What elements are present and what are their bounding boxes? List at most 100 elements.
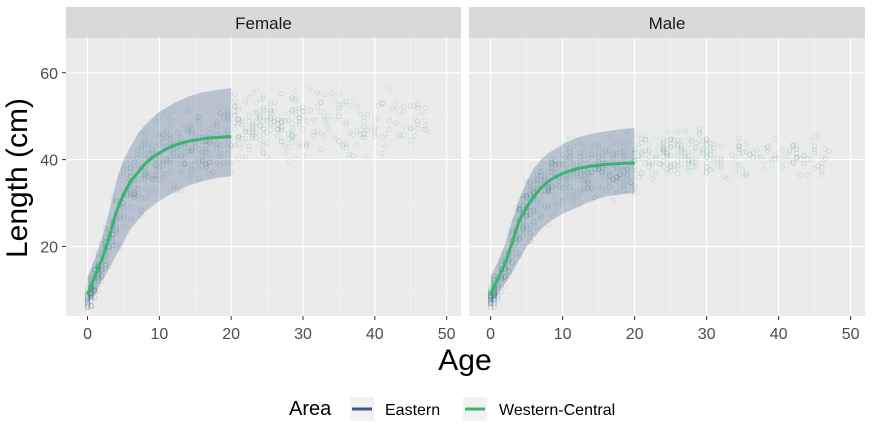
data-point bbox=[188, 148, 195, 154]
data-point bbox=[667, 143, 674, 150]
data-point bbox=[675, 137, 681, 144]
data-point bbox=[667, 163, 674, 169]
data-point bbox=[142, 152, 148, 158]
data-point bbox=[559, 176, 566, 182]
data-point bbox=[772, 152, 778, 158]
data-point bbox=[624, 187, 631, 193]
data-point bbox=[232, 126, 238, 132]
data-point bbox=[149, 185, 155, 191]
data-point bbox=[653, 146, 659, 153]
data-point bbox=[415, 125, 421, 132]
data-point bbox=[408, 125, 414, 132]
data-point bbox=[142, 171, 148, 177]
data-point bbox=[487, 301, 494, 308]
data-point bbox=[321, 114, 328, 120]
data-point bbox=[275, 120, 281, 126]
data-point bbox=[563, 154, 569, 160]
data-point bbox=[282, 150, 288, 156]
data-point bbox=[682, 164, 688, 170]
data-point bbox=[646, 159, 652, 165]
data-point bbox=[382, 131, 389, 137]
data-point bbox=[196, 119, 202, 125]
data-point bbox=[693, 159, 699, 165]
data-point bbox=[232, 91, 238, 98]
data-point bbox=[599, 169, 605, 176]
data-point bbox=[246, 143, 252, 149]
data-point bbox=[206, 171, 213, 177]
data-point bbox=[300, 104, 306, 110]
data-point bbox=[653, 152, 659, 158]
data-point bbox=[491, 296, 497, 303]
data-point bbox=[646, 163, 652, 169]
grid-female bbox=[66, 38, 461, 316]
data-point bbox=[153, 172, 159, 178]
data-point bbox=[357, 131, 364, 138]
data-point bbox=[531, 207, 537, 214]
data-point bbox=[178, 146, 184, 152]
data-point bbox=[257, 123, 263, 129]
data-point bbox=[178, 134, 184, 141]
legend-label-eastern: Eastern bbox=[385, 402, 440, 419]
data-point bbox=[145, 126, 152, 132]
data-point bbox=[303, 143, 310, 150]
data-point bbox=[549, 160, 555, 167]
data-point bbox=[127, 169, 134, 176]
data-point bbox=[491, 275, 497, 281]
data-point bbox=[210, 169, 216, 175]
data-point bbox=[495, 297, 501, 303]
data-point bbox=[559, 162, 566, 168]
data-point bbox=[588, 186, 595, 192]
data-point bbox=[153, 163, 159, 170]
data-point bbox=[592, 143, 598, 149]
data-point bbox=[149, 147, 155, 153]
data-point bbox=[336, 107, 342, 114]
data-point bbox=[242, 125, 249, 132]
data-point bbox=[693, 155, 699, 161]
data-point bbox=[95, 278, 101, 284]
data-point bbox=[88, 292, 94, 299]
data-point bbox=[685, 168, 692, 174]
data-point bbox=[253, 108, 259, 115]
data-point bbox=[88, 298, 94, 304]
data-point bbox=[145, 150, 152, 156]
data-point bbox=[617, 186, 623, 192]
data-point bbox=[188, 172, 195, 179]
data-point bbox=[84, 295, 91, 301]
data-point bbox=[567, 135, 573, 142]
data-point bbox=[167, 121, 173, 127]
data-point bbox=[246, 112, 252, 118]
data-point bbox=[203, 164, 209, 171]
data-point bbox=[628, 179, 634, 186]
data-point bbox=[221, 159, 227, 166]
data-point bbox=[689, 159, 695, 165]
data-point bbox=[285, 136, 292, 142]
data-point bbox=[545, 187, 551, 193]
data-point bbox=[793, 155, 800, 162]
data-point bbox=[678, 158, 685, 164]
data-point bbox=[649, 162, 656, 168]
data-point bbox=[516, 235, 523, 242]
data-point bbox=[268, 127, 274, 133]
data-point bbox=[88, 271, 94, 277]
data-point bbox=[671, 136, 677, 143]
data-point bbox=[613, 174, 620, 181]
data-point bbox=[321, 91, 328, 98]
data-point bbox=[696, 129, 703, 136]
data-point bbox=[293, 155, 299, 162]
data-point bbox=[138, 195, 145, 201]
data-point bbox=[293, 98, 299, 104]
data-point bbox=[264, 114, 270, 120]
data-point bbox=[581, 144, 587, 150]
data-point bbox=[372, 116, 378, 123]
data-point bbox=[534, 200, 541, 206]
data-point bbox=[91, 287, 98, 293]
data-point bbox=[257, 122, 263, 129]
data-point bbox=[242, 154, 249, 161]
data-point bbox=[271, 99, 277, 106]
data-point bbox=[271, 118, 277, 125]
data-point bbox=[214, 121, 220, 127]
data-point bbox=[491, 293, 497, 299]
data-point bbox=[84, 304, 91, 310]
data-point bbox=[711, 158, 717, 164]
grid-male bbox=[469, 38, 865, 316]
